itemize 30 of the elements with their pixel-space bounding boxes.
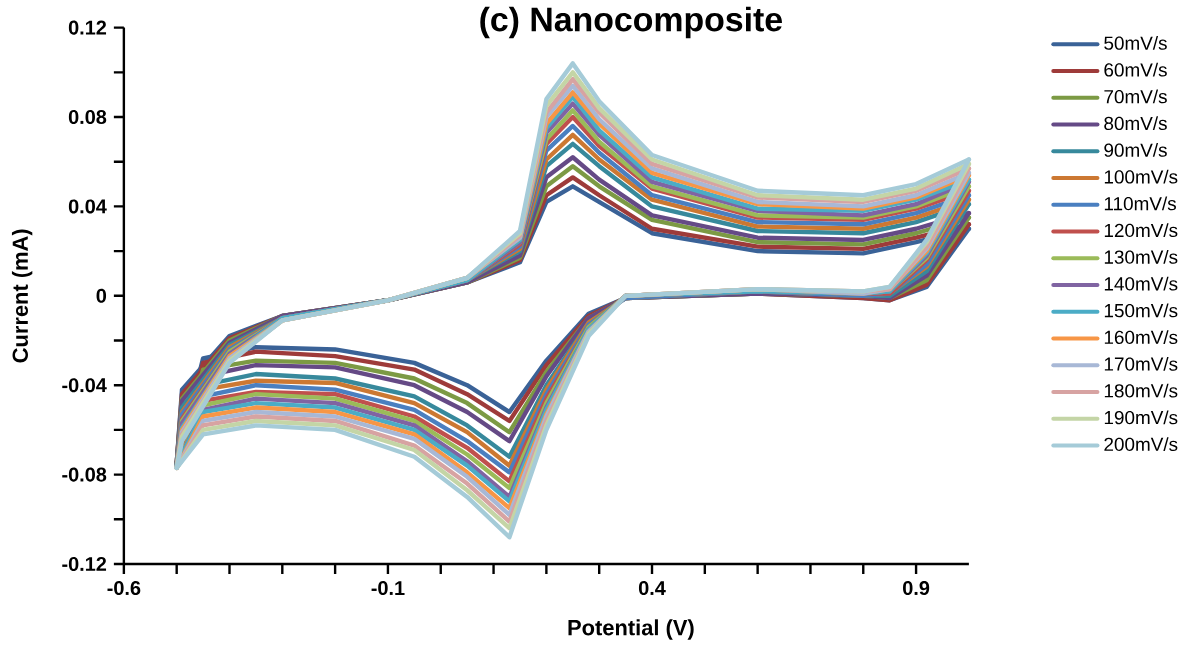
x-axis-title: Potential (V) [568,619,694,640]
legend-label: 190mV/s [1104,410,1178,425]
legend-label: 80mV/s [1104,116,1167,131]
legend-label: 120mV/s [1104,223,1178,238]
y-tick-label: 0 [96,288,107,303]
x-tick-label: -0.1 [371,581,405,596]
legend-label: 50mV/s [1104,36,1167,50]
legend-label: 180mV/s [1104,383,1178,398]
legend-label: 160mV/s [1104,330,1178,345]
y-tick-label: 0.12 [68,20,107,35]
x-tick-label: 0.4 [638,581,666,596]
legend-label: 90mV/s [1104,143,1167,157]
legend-label: 110mV/s [1104,196,1176,211]
legend-label: 200mV/s [1104,437,1178,452]
legend-label: 70mV/s [1104,89,1167,104]
legend-label: 170mV/s [1104,356,1178,371]
legend-label: 150mV/s [1104,303,1178,318]
y-tick-label: 0.04 [68,199,107,214]
legend-label: 140mV/s [1104,276,1178,291]
y-tick-label: -0.08 [62,467,107,482]
legend-label: 60mV/s [1104,62,1167,77]
legend-label: 100mV/s [1104,169,1178,184]
chart-title: (c) Nanocomposite [480,6,782,39]
y-tick-label: -0.12 [62,557,107,572]
y-tick-label: 0.08 [68,110,107,125]
legend-label: 130mV/s [1104,249,1178,264]
y-tick-label: -0.04 [62,378,107,393]
y-axis-title: Current (mA) [11,229,33,363]
x-tick-label: -0.6 [107,581,141,596]
x-tick-label: 0.9 [903,581,930,596]
